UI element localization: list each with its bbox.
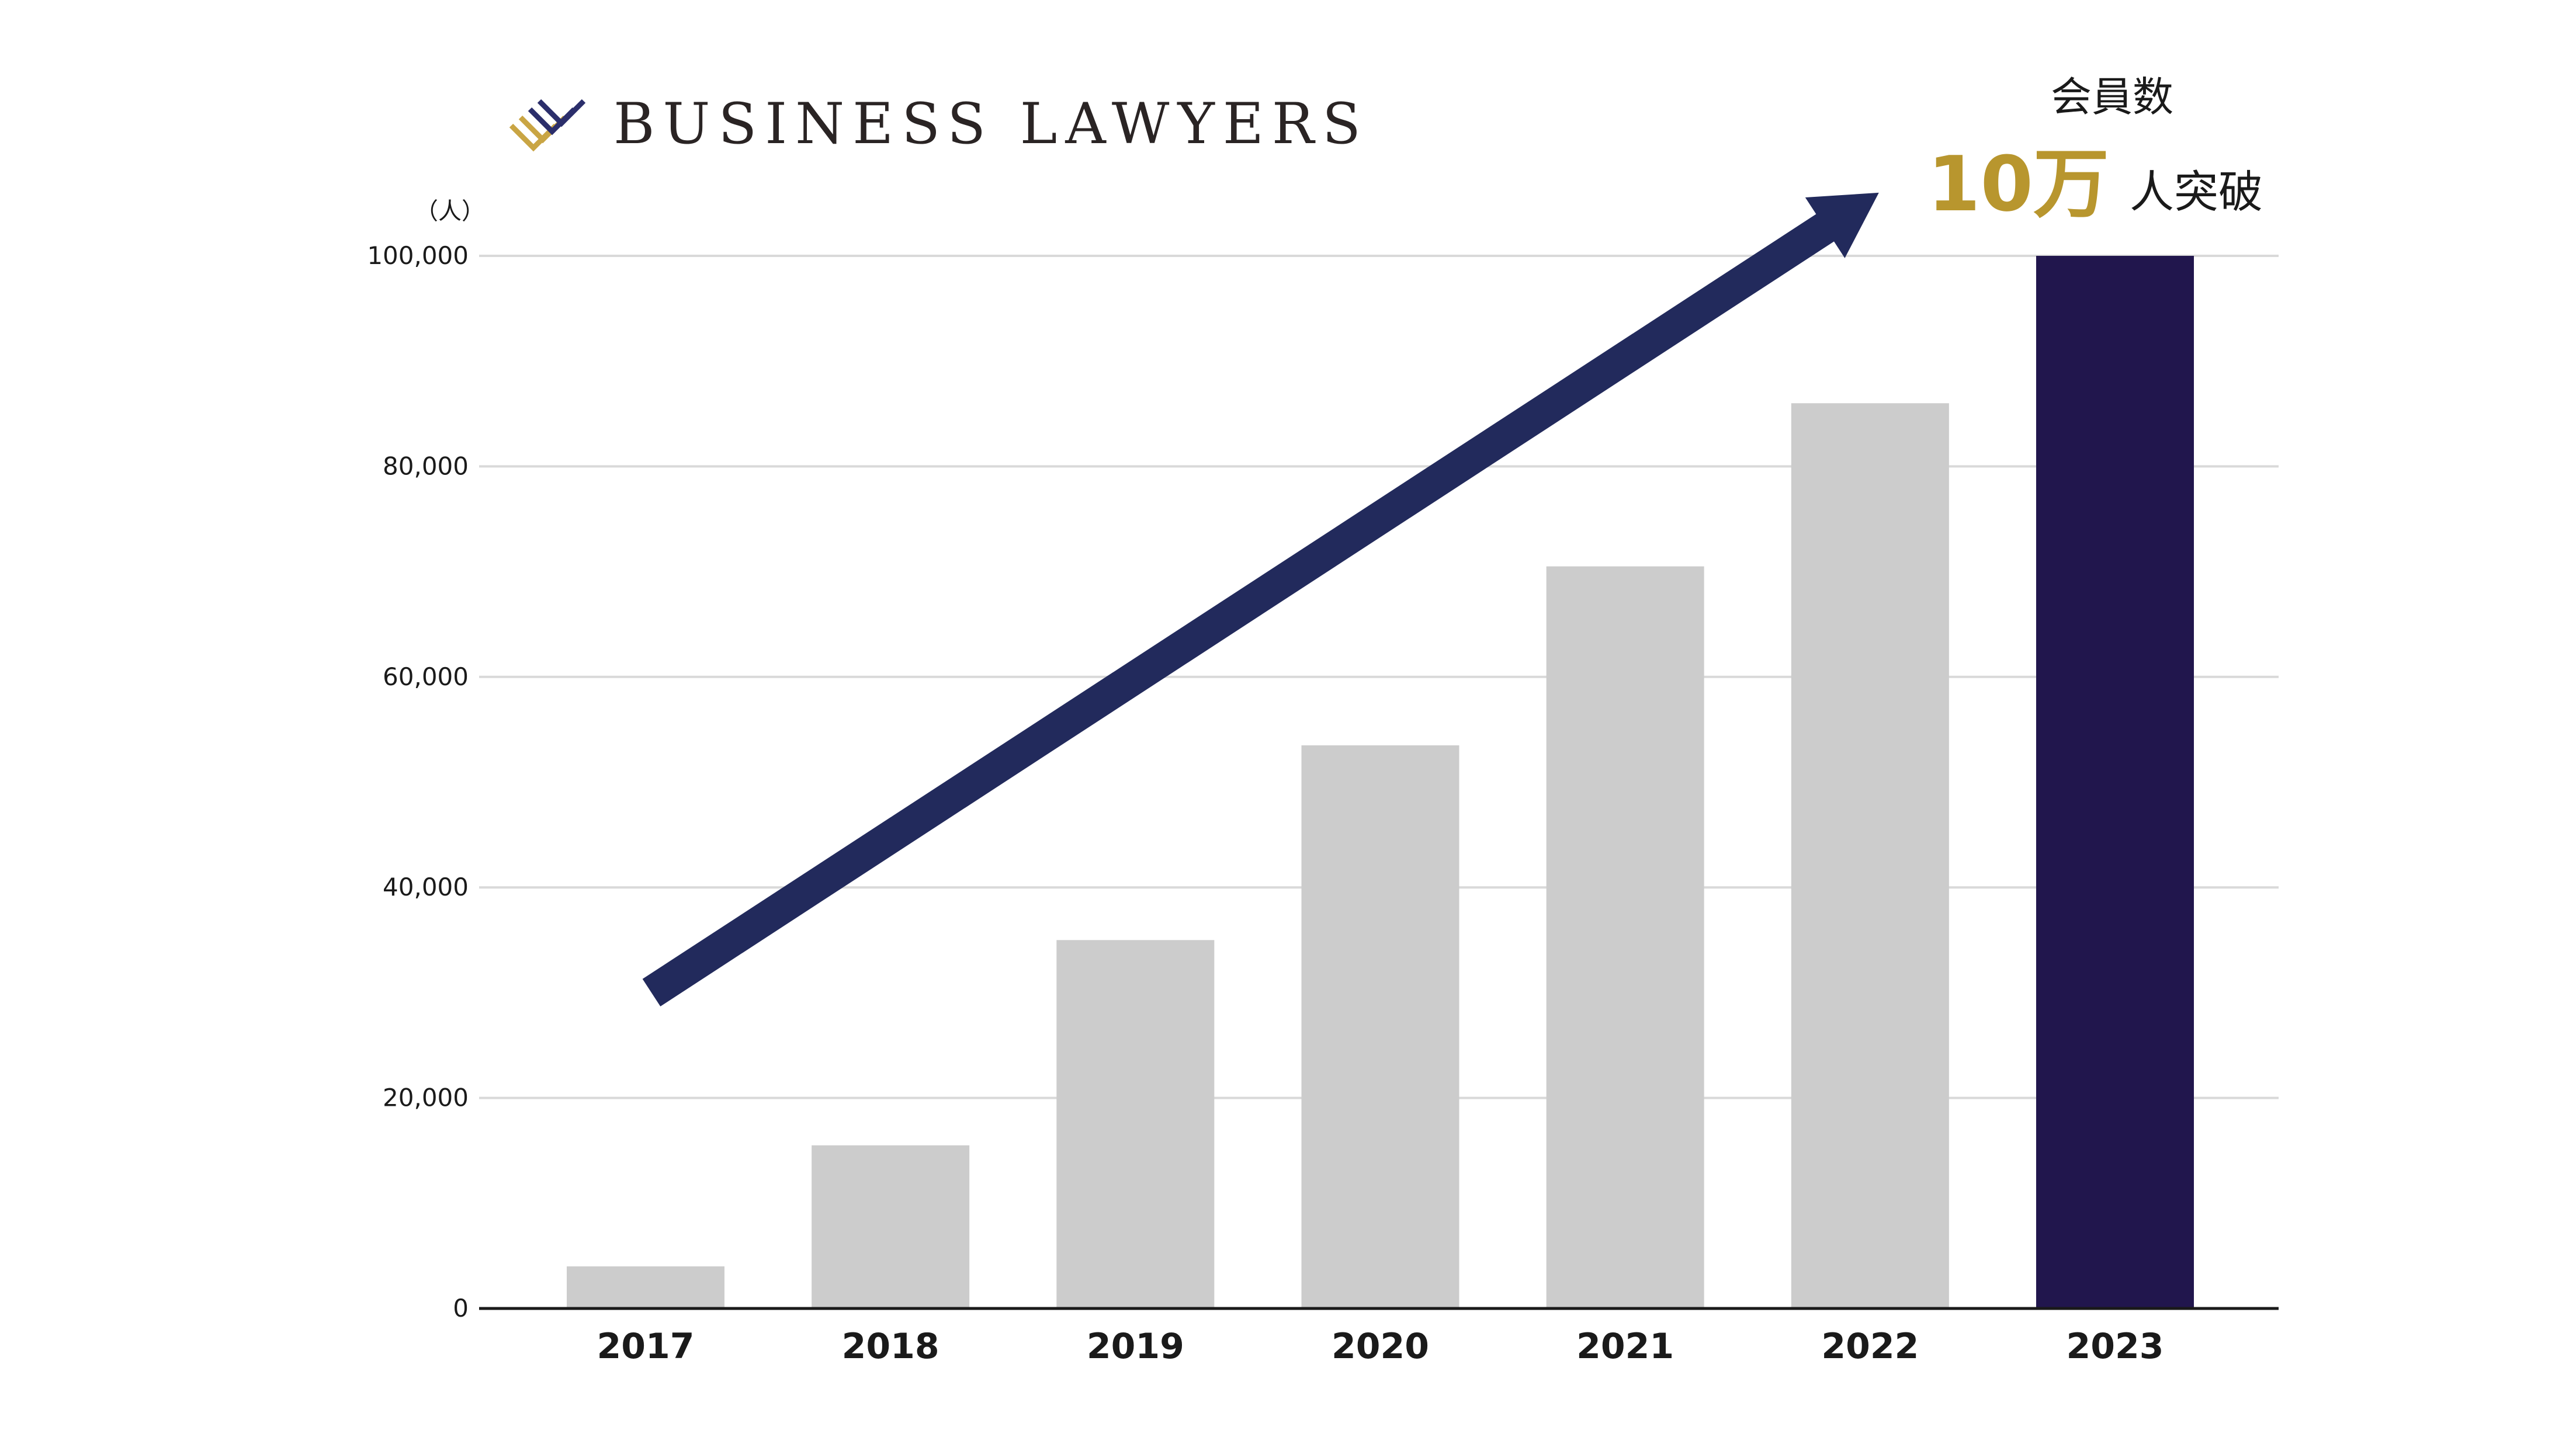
bar-2019	[1056, 940, 1215, 1308]
callout-highlight: 10万	[1927, 140, 2109, 228]
y-tick-label: 100,000	[367, 241, 469, 270]
brand-logo: BUSINESS LAWYERS	[509, 91, 1369, 157]
stacked-diamond-logo-icon	[509, 99, 586, 152]
bar-2017	[567, 1266, 724, 1308]
bar-2020	[1301, 745, 1459, 1308]
growth-arrow-shape	[642, 192, 1879, 1006]
growth-arrow	[642, 192, 1879, 1006]
x-tick-label: 2023	[2067, 1326, 2164, 1367]
y-axis-ticks: 0 20,000 40,000 60,000 80,000 100,000	[367, 241, 469, 1322]
member-count-callout: 会員数 10万 人突破	[1927, 73, 2263, 228]
x-tick-label: 2020	[1332, 1326, 1429, 1367]
logo-chevron	[537, 99, 586, 127]
y-tick-label: 20,000	[383, 1084, 469, 1112]
x-tick-label: 2022	[1821, 1326, 1919, 1367]
y-axis-unit-label: （人）	[415, 198, 485, 225]
bars	[567, 256, 2194, 1308]
brand-name: BUSINESS LAWYERS	[613, 91, 1369, 157]
callout-suffix: 人突破	[2130, 166, 2263, 218]
x-tick-label: 2018	[842, 1326, 939, 1367]
bar-2022	[1791, 403, 1949, 1308]
x-tick-label: 2017	[597, 1326, 695, 1367]
y-tick-label: 40,000	[383, 873, 469, 901]
bar-2021	[1546, 566, 1704, 1308]
y-tick-label: 60,000	[383, 662, 469, 691]
bar-2023	[2036, 256, 2194, 1308]
x-tick-label: 2021	[1576, 1326, 1674, 1367]
y-tick-label: 0	[453, 1294, 469, 1322]
bar-2018	[812, 1145, 970, 1308]
callout-title: 会員数	[2051, 73, 2173, 121]
y-tick-label: 80,000	[383, 452, 469, 480]
x-tick-label: 2019	[1087, 1326, 1184, 1367]
x-axis-ticks: 2017 2018 2019 2020 2021 2022 2023	[597, 1326, 2164, 1367]
